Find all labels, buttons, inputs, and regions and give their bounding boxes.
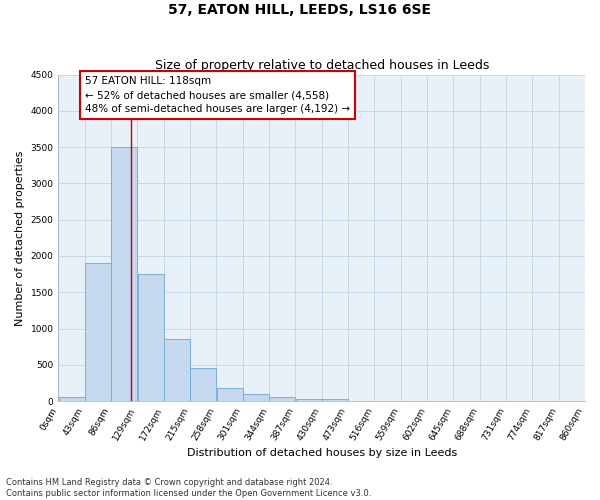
Bar (190, 368, 216, 401)
Text: 57 EATON HILL: 118sqm
← 52% of detached houses are smaller (4,558)
48% of semi-d: 57 EATON HILL: 118sqm ← 52% of detached … (85, 76, 350, 114)
Bar (137, 274, 164, 401)
Bar (322, 398, 348, 401)
Bar (217, 388, 242, 401)
Bar (296, 398, 322, 401)
Bar (269, 396, 295, 401)
X-axis label: Distribution of detached houses by size in Leeds: Distribution of detached houses by size … (187, 448, 457, 458)
Bar (59, 398, 85, 401)
Bar (243, 394, 269, 401)
Bar (164, 340, 190, 401)
Y-axis label: Number of detached properties: Number of detached properties (15, 150, 25, 326)
Title: Size of property relative to detached houses in Leeds: Size of property relative to detached ho… (155, 59, 489, 72)
Bar (85, 263, 111, 401)
Bar (111, 147, 137, 401)
Text: Contains HM Land Registry data © Crown copyright and database right 2024.
Contai: Contains HM Land Registry data © Crown c… (6, 478, 371, 498)
Text: 57, EATON HILL, LEEDS, LS16 6SE: 57, EATON HILL, LEEDS, LS16 6SE (169, 2, 431, 16)
